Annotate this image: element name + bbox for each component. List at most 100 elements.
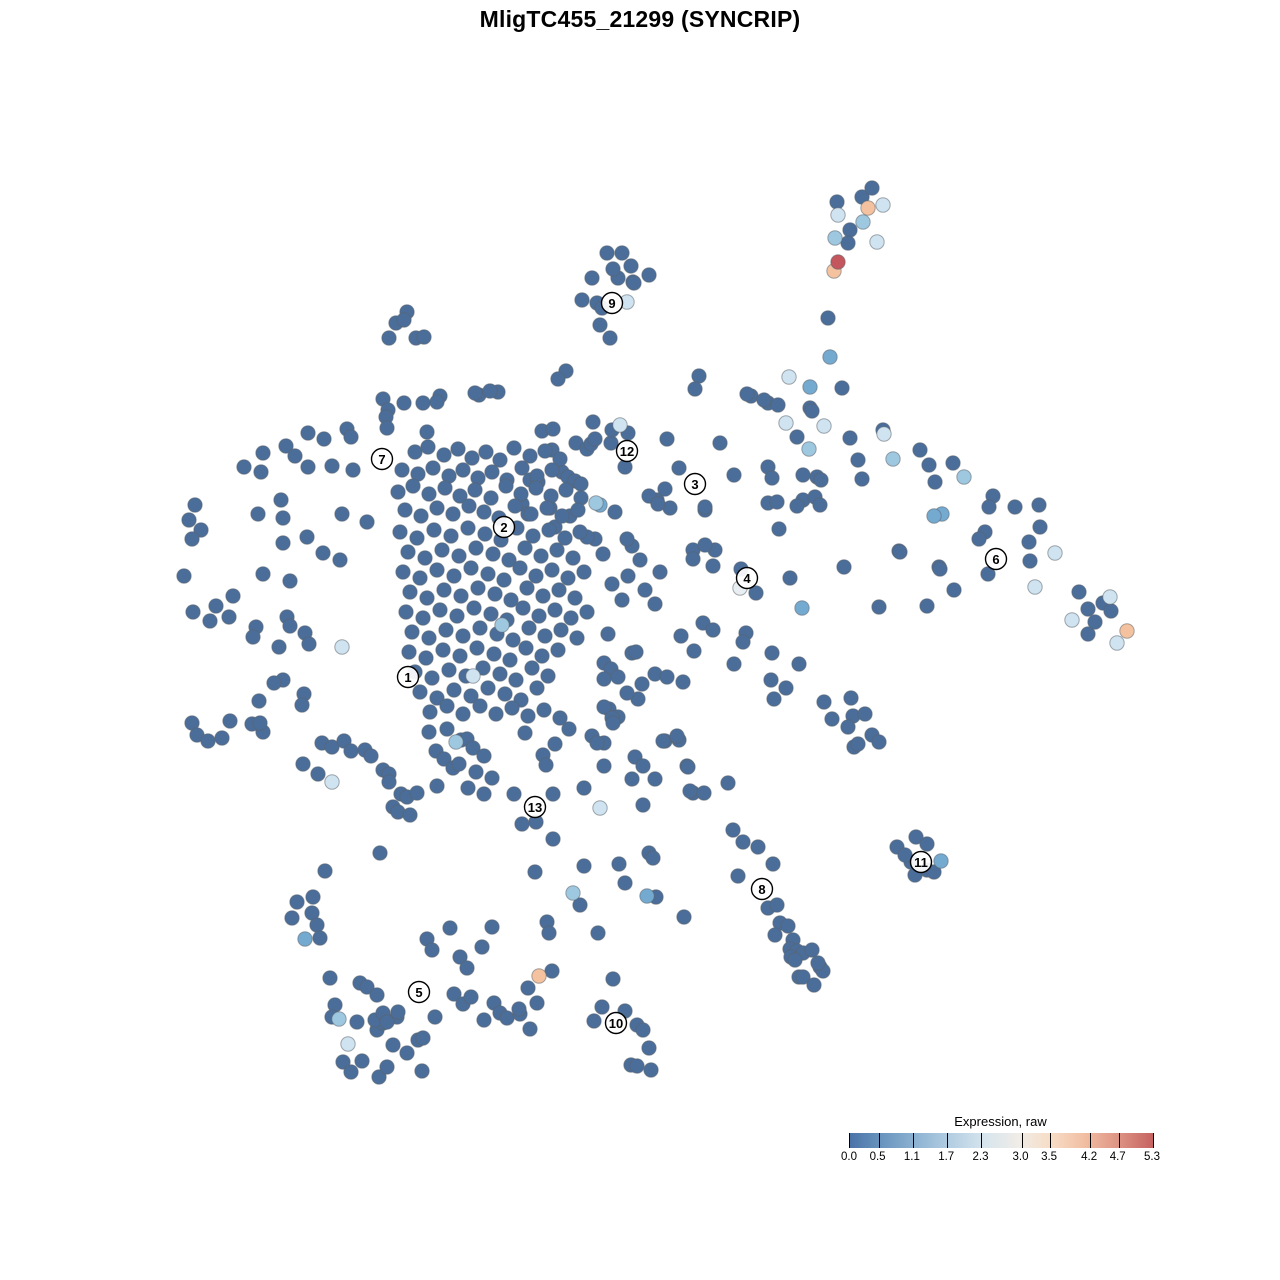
data-point [225,588,241,604]
expression-legend: Expression, raw 0.0 0.5 1.1 1.7 2.3 3.0 3.5 4.2… [841,1114,1160,1167]
data-point [331,1011,347,1027]
data-point [544,462,560,478]
cluster-label-1: 1 [396,665,420,689]
data-point [492,452,508,468]
data-point [482,383,498,399]
data-point [506,440,522,456]
data-point [537,443,553,459]
data-point [497,686,513,702]
cluster-label-7: 7 [370,447,394,471]
data-point [921,457,937,473]
data-point [687,381,703,397]
data-point [932,561,948,577]
data-point [392,524,408,540]
data-point [394,462,410,478]
data-point [538,757,554,773]
data-point [830,207,846,223]
data-point [452,648,468,664]
data-point [503,592,519,608]
data-point [626,275,642,291]
data-point [480,680,496,696]
data-point [576,780,592,796]
data-point [436,447,452,463]
data-point [496,572,512,588]
data-point [544,562,560,578]
data-point [463,989,479,1005]
data-point [446,568,462,584]
data-point [390,484,406,500]
data-point [605,261,621,277]
data-point [359,979,375,995]
data-point [765,856,781,872]
data-point [390,1004,406,1020]
data-point [528,568,544,584]
data-point [927,474,943,490]
data-point [830,254,846,270]
data-point [550,642,566,658]
data-point [824,711,840,727]
data-point [829,194,845,210]
data-point [669,728,685,744]
data-point [645,850,661,866]
data-point [657,481,673,497]
data-point [324,458,340,474]
cluster-label-text: 2 [500,520,507,535]
data-point [485,546,501,562]
data-point [545,831,561,847]
data-point [429,394,445,410]
cluster-label-circle [683,472,707,496]
data-point [897,847,913,863]
cluster-label-circle [750,877,774,901]
data-point [871,734,887,750]
data-point [518,640,534,656]
data-point [842,430,858,446]
data-point [334,639,350,655]
data-point [540,668,556,684]
data-point [641,1040,657,1056]
data-point [470,580,486,596]
data-point [517,725,533,741]
data-point [460,520,476,536]
data-point [181,512,197,528]
data-point [816,418,832,434]
data-point [1047,545,1063,561]
cluster-label-circle [735,566,759,590]
legend-tick [981,1133,983,1148]
data-point [573,476,589,492]
data-point [697,537,713,553]
data-point [840,719,856,735]
data-point [372,845,388,861]
data-point [332,552,348,568]
legend-tick [1050,1133,1052,1148]
data-point [933,853,949,869]
data-point [1021,534,1037,550]
data-point [483,490,499,506]
data-point [472,698,488,714]
data-point [567,590,583,606]
data-point [397,502,413,518]
data-point [619,531,635,547]
data-point [297,931,313,947]
data-point [222,713,238,729]
data-point [460,780,476,796]
legend-tick-labels: 0.0 0.5 1.1 1.7 2.3 3.0 3.5 4.2 4.7 5.3 [841,1151,1160,1167]
legend-tick [1118,1133,1120,1148]
data-point [726,467,742,483]
data-point [528,480,544,496]
data-point [712,435,728,451]
data-point [592,317,608,333]
data-point [502,652,518,668]
data-point [515,600,531,616]
data-point [605,715,621,731]
legend-tick-label: 4.7 [1109,1151,1126,1163]
data-point [439,721,455,737]
data-point [650,496,666,512]
data-point [421,724,437,740]
data-point [401,644,417,660]
data-point [628,644,644,660]
data-point [476,786,492,802]
data-point [467,482,483,498]
data-point [671,460,687,476]
data-point [789,498,805,514]
data-point [400,544,416,560]
